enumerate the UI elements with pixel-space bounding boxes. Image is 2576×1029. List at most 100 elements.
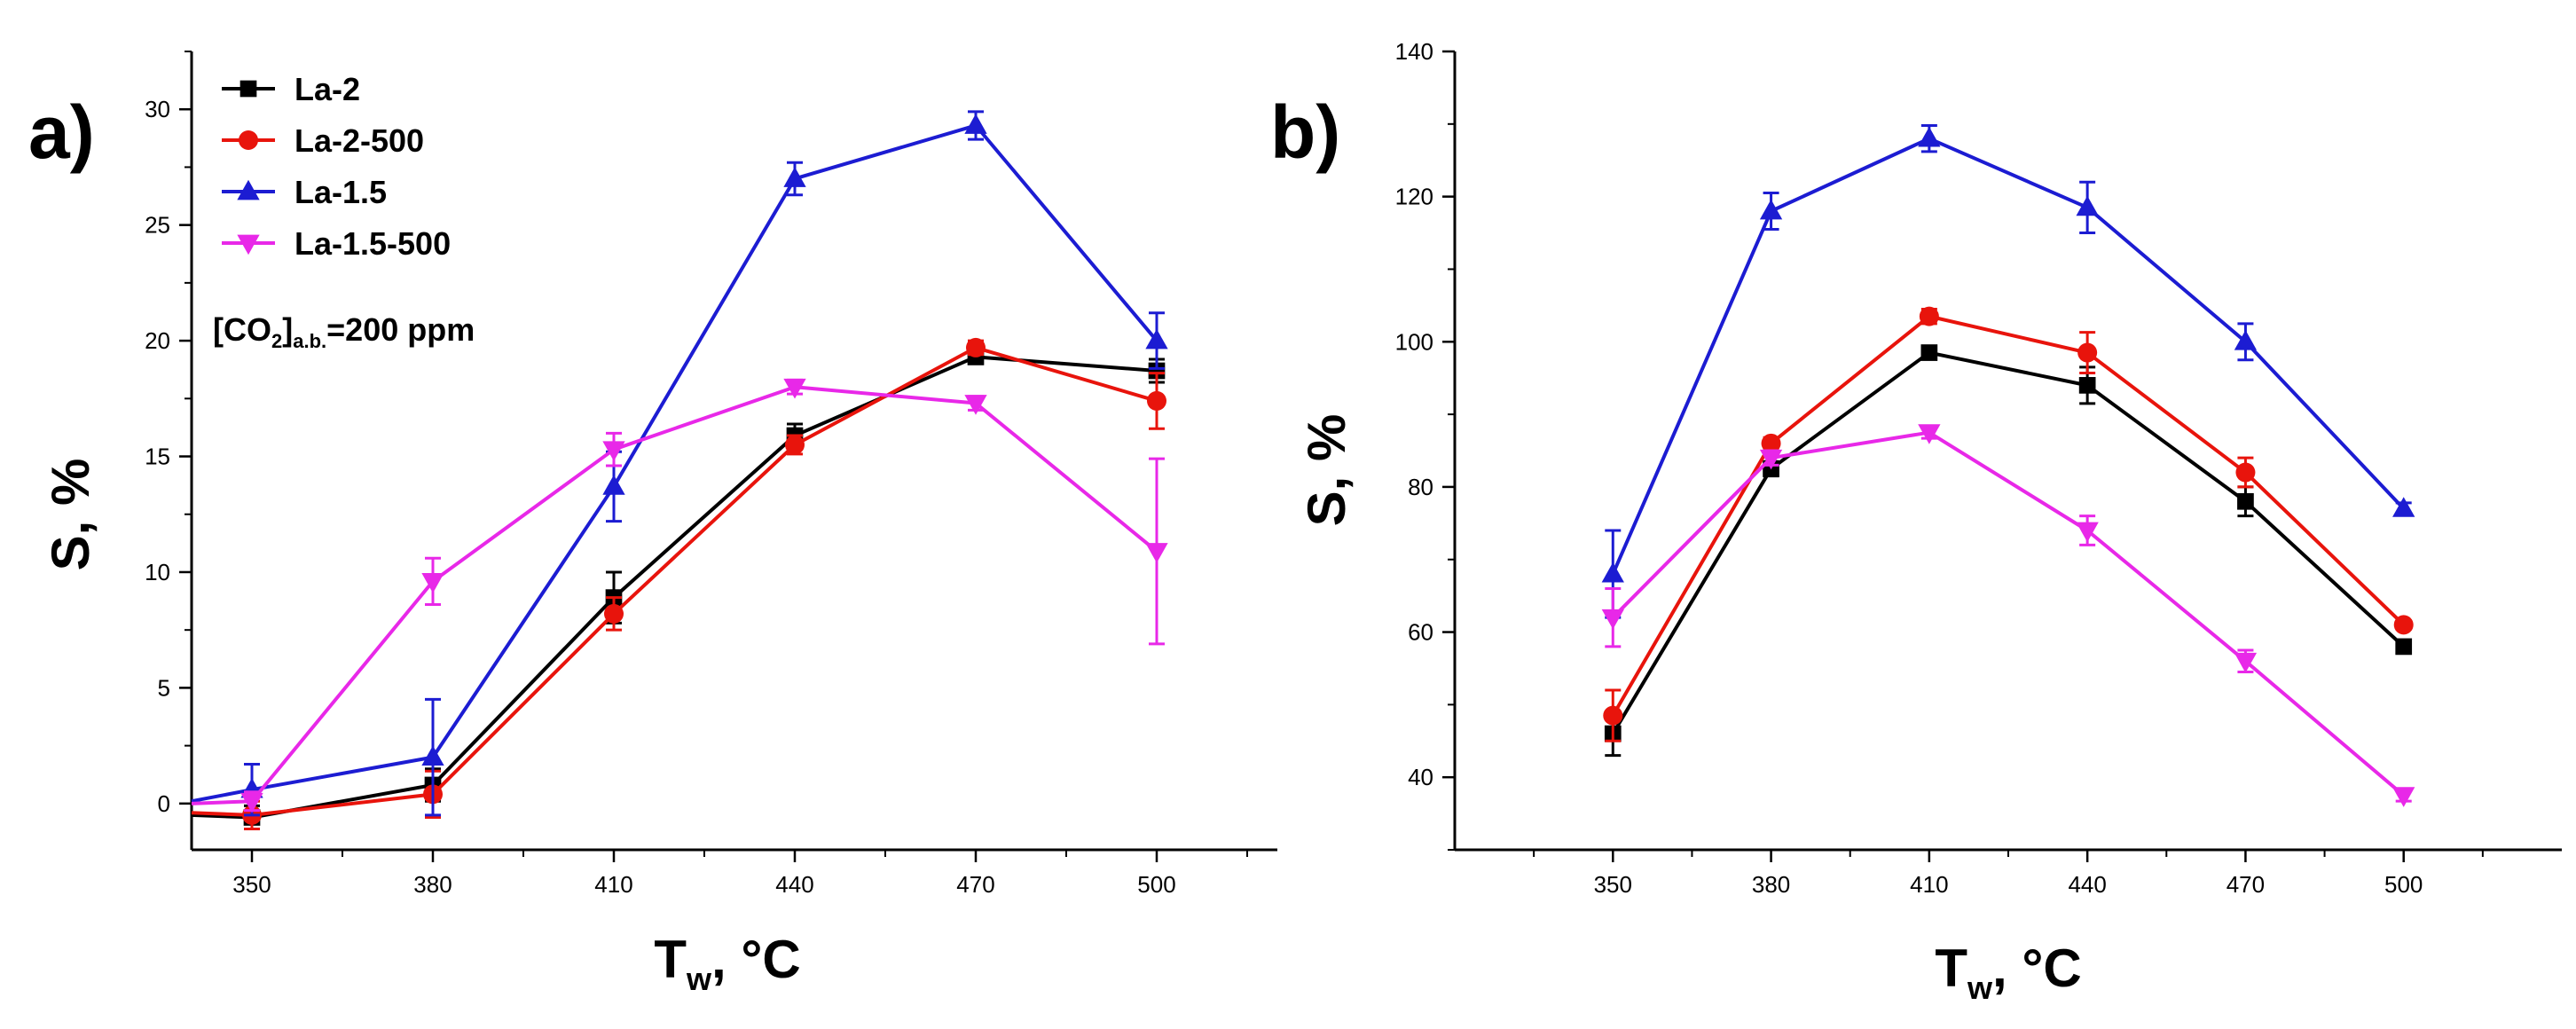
legend-marker: [237, 179, 260, 200]
y-tick-label: 10: [145, 559, 170, 585]
legend-label: La-1.5: [295, 174, 387, 210]
x-tick-label: 380: [1752, 871, 1790, 898]
series-line: [1611, 137, 2406, 575]
panel-label-b: b): [1270, 90, 1340, 174]
annotation-sub2: a.b.: [293, 330, 326, 352]
x-axis-label-sub-a: w: [686, 961, 712, 997]
data-point: [2076, 195, 2099, 216]
series-line: [1611, 314, 2406, 717]
y-axis-label-a: S, %: [41, 459, 100, 571]
series-La-1.5-500: [1601, 424, 2415, 807]
series-La-1.5: [191, 110, 1168, 817]
data-point: [964, 114, 987, 134]
x-tick-label: 380: [413, 871, 452, 898]
legend: La-2 La-2-500 La-1.5 La-1.5-500: [222, 71, 451, 262]
series-line: [191, 355, 1158, 820]
y-axis-title-a: S, %: [41, 459, 100, 571]
x-axis-label-unit-b: , °C: [1992, 939, 2082, 998]
x-axis-label-unit-a: , °C: [711, 930, 801, 989]
x-tick-label: 410: [594, 871, 632, 898]
legend-label: La-2: [295, 71, 360, 107]
y-tick-label: 120: [1395, 184, 1433, 210]
annotation-co2: [CO2]a.b.=200 ppm: [213, 311, 475, 352]
data-point: [2392, 497, 2415, 517]
x-axis-label-b: T: [1935, 939, 1967, 998]
series-La-2: [1604, 344, 2413, 758]
y-tick-label: 20: [145, 327, 170, 354]
y-tick-label: 0: [158, 790, 170, 817]
series-La-2-500: [191, 337, 1166, 831]
x-axis-label-a: T: [654, 930, 687, 989]
x-tick-label: 470: [2227, 871, 2265, 898]
series-La-2: [191, 348, 1166, 831]
y-tick-label: 140: [1395, 38, 1433, 65]
data-point: [2395, 638, 2413, 656]
data-point: [1761, 433, 1781, 453]
data-point: [964, 395, 987, 415]
data-point: [2393, 615, 2414, 635]
data-point: [1601, 562, 1624, 583]
x-tick-label: 350: [232, 871, 271, 898]
x-tick-label: 500: [2384, 871, 2423, 898]
series-La-2-500: [1603, 306, 2414, 742]
data-point: [1918, 424, 1941, 444]
series-line: [191, 385, 1158, 805]
data-point: [2234, 652, 2258, 673]
series-line: [191, 345, 1158, 817]
y-tick-label: 80: [1408, 474, 1433, 500]
x-axis-title-b: Tw, °C: [1935, 939, 2081, 1006]
data-point: [421, 745, 444, 766]
data-point: [966, 337, 986, 357]
y-tick-label: 25: [145, 212, 170, 239]
data-point: [1918, 126, 1941, 147]
panel-b: b) S, % Tw, °C 350 380 410 440 470 500 40 60 80 1…: [1270, 38, 2562, 1006]
legend-label: La-1.5-500: [295, 225, 451, 262]
data-point: [421, 573, 444, 593]
data-point: [1147, 390, 1166, 411]
legend-marker: [237, 234, 260, 255]
y-tick-label: 30: [145, 96, 170, 122]
annotation-mid: ]: [282, 311, 293, 348]
series-La-1.5: [1601, 123, 2415, 619]
data-point: [2077, 342, 2098, 363]
data-point: [604, 603, 624, 624]
data-point: [2237, 492, 2254, 510]
annotation-suffix: =200 ppm: [326, 311, 475, 348]
legend-marker: [240, 80, 257, 98]
data-point: [2235, 462, 2256, 483]
panel-a: a) S, % Tw, °C [CO2]a.b.=200 ppm 350 380 4…: [28, 51, 1277, 997]
legend-marker: [239, 130, 258, 150]
data-point: [2234, 330, 2258, 350]
data-point: [1601, 609, 1624, 630]
series-line: [1611, 350, 2406, 735]
data-point: [783, 167, 806, 187]
y-tick-label: 100: [1395, 328, 1433, 355]
x-tick-label: 350: [1594, 871, 1632, 898]
legend-label: La-2-500: [295, 122, 424, 159]
x-axis-title-a: Tw, °C: [654, 930, 800, 997]
annotation-sub1: 2: [271, 330, 282, 352]
y-axis-title-b: S, %: [1297, 414, 1356, 527]
y-tick-label: 5: [158, 674, 170, 701]
y-tick-label: 40: [1408, 764, 1433, 790]
data-point: [602, 475, 625, 495]
data-point: [2076, 522, 2099, 543]
x-tick-label: 470: [956, 871, 994, 898]
data-point: [783, 378, 806, 399]
axes: 350 380 410 440 470 500 0 5 10 15 20 25 30: [145, 51, 1277, 898]
y-tick-label: 60: [1408, 619, 1433, 646]
legend-item: La-1.5-500: [222, 225, 451, 262]
axes: 350 380 410 440 470 500 40 60 80 100 120 140: [1395, 38, 2562, 898]
data-point: [1145, 328, 1168, 350]
y-axis-label-b: S, %: [1297, 414, 1356, 527]
panel-label-a: a): [28, 90, 95, 174]
data-point: [1919, 306, 1939, 326]
series-line: [1611, 430, 2406, 797]
x-tick-label: 500: [1137, 871, 1175, 898]
legend-item: La-2-500: [222, 122, 424, 159]
x-tick-label: 440: [775, 871, 813, 898]
y-tick-label: 15: [145, 444, 170, 470]
data-point: [1148, 362, 1166, 380]
legend-item: La-2: [222, 71, 360, 107]
